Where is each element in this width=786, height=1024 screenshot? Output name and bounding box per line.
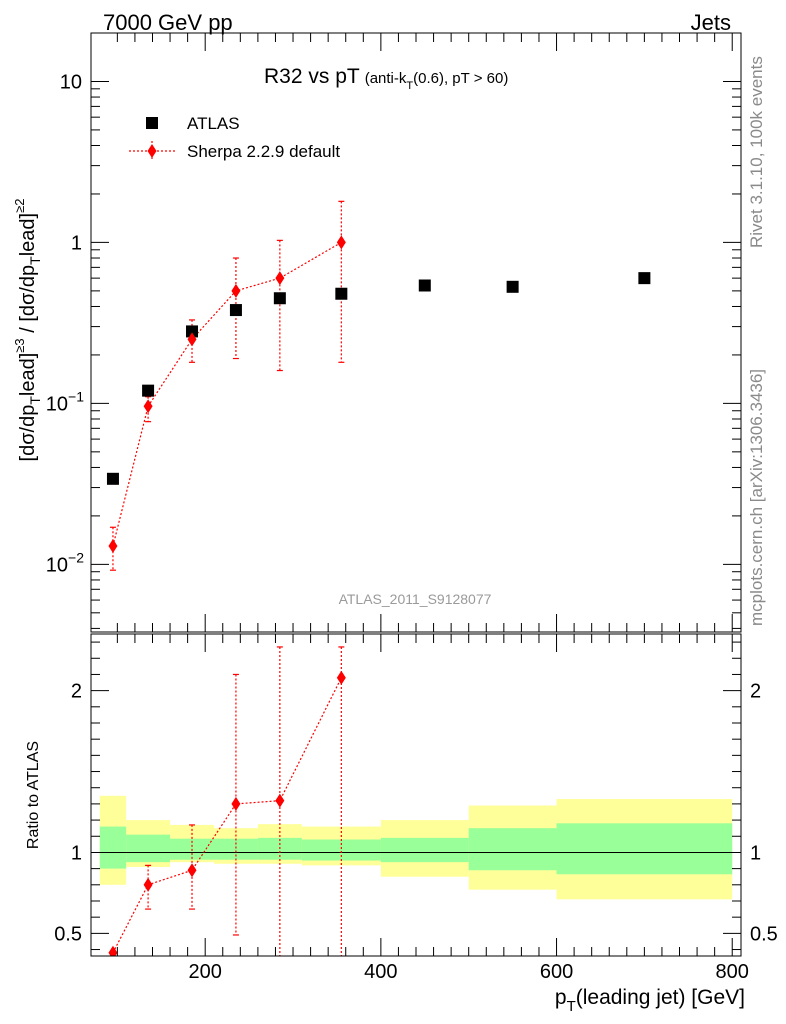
ratio-inner-band bbox=[126, 834, 171, 863]
ratio-sherpa-point bbox=[108, 945, 118, 956]
atlas-data-point bbox=[186, 325, 199, 338]
ratio-axis-ticks: 0.5 0.5 1 1 2 2 200 400 600 800 bbox=[54, 634, 778, 983]
main-y-axis-label: [dσ/dpTlead]≥3 / [dσ/dpTlead]≥2 bbox=[12, 199, 43, 462]
ratio-y-axis-label: Ratio to ATLAS bbox=[25, 741, 42, 849]
atlas-data-point bbox=[335, 287, 348, 300]
sherpa-data-point bbox=[231, 283, 241, 298]
ratio-inner-band bbox=[213, 838, 258, 860]
ratio-y-tick-label-right: 1 bbox=[750, 842, 761, 864]
ratio-y-tick-label: 1 bbox=[71, 842, 82, 864]
sherpa-line bbox=[112, 241, 342, 547]
main-series-layer bbox=[106, 200, 651, 571]
ratio-sherpa-point bbox=[143, 877, 153, 892]
main-y-tick-label: 10−1 bbox=[46, 388, 84, 415]
ratio-sherpa-point bbox=[231, 796, 241, 811]
sherpa-data-point bbox=[275, 271, 285, 286]
x-tick-label: 600 bbox=[540, 961, 573, 983]
x-axis-label: pT(leading jet) [GeV] bbox=[555, 986, 745, 1015]
x-tick-label: 800 bbox=[716, 961, 749, 983]
ratio-inner-band bbox=[99, 826, 127, 869]
sherpa-data-point bbox=[336, 235, 346, 250]
atlas-data-point bbox=[106, 472, 119, 485]
legend-sherpa-marker bbox=[147, 144, 157, 158]
legend: ATLAS Sherpa 2.2.9 default bbox=[129, 114, 340, 161]
ratio-inner-band bbox=[380, 837, 469, 863]
ratio-inner-band bbox=[556, 823, 733, 875]
main-y-tick-label: 10 bbox=[60, 71, 82, 93]
ratio-y-tick-label-right: 0.5 bbox=[750, 923, 778, 945]
ratio-sherpa-point bbox=[336, 670, 346, 685]
ratio-y-tick-label: 0.5 bbox=[54, 923, 82, 945]
atlas-data-point bbox=[418, 279, 431, 292]
atlas-data-point bbox=[229, 304, 242, 317]
header-left: 7000 GeV pp bbox=[103, 10, 233, 35]
ratio-y-tick-label: 2 bbox=[71, 681, 82, 703]
sherpa-data-point bbox=[108, 539, 118, 554]
analysis-watermark: ATLAS_2011_S9128077 bbox=[339, 591, 492, 607]
legend-atlas-marker bbox=[146, 117, 158, 129]
ratio-uncertainty-bands bbox=[99, 795, 733, 900]
ratio-inner-band bbox=[301, 839, 381, 861]
chart-title: R32 vs pT (anti-kT(0.6), pT > 60) bbox=[264, 65, 508, 92]
header-right: Jets bbox=[691, 10, 731, 35]
chart-title-suffix: (anti-kT(0.6), pT > 60) bbox=[365, 70, 509, 92]
legend-atlas-label: ATLAS bbox=[187, 114, 240, 133]
main-axis-ticks: 10−2 10−1 1 10 bbox=[46, 32, 741, 632]
ratio-sherpa-line bbox=[112, 677, 342, 954]
chart-title-main: R32 vs pT bbox=[264, 65, 360, 88]
legend-sherpa-label: Sherpa 2.2.9 default bbox=[187, 142, 340, 161]
atlas-data-point bbox=[638, 272, 651, 285]
sherpa-data-point bbox=[187, 332, 197, 347]
ratio-frame bbox=[90, 633, 742, 957]
ratio-sherpa-point bbox=[187, 863, 197, 878]
x-tick-label: 400 bbox=[364, 961, 397, 983]
atlas-data-point bbox=[273, 292, 286, 305]
x-tick-label: 200 bbox=[189, 961, 222, 983]
main-y-tick-label: 1 bbox=[71, 232, 82, 254]
sherpa-data-point bbox=[143, 399, 153, 414]
rivet-info-label: Rivet 3.1.10, 100k events bbox=[747, 56, 766, 248]
ratio-sherpa-point bbox=[275, 793, 285, 808]
ratio-y-tick-label-right: 2 bbox=[750, 681, 761, 703]
mcplots-source-label: mcplots.cern.ch [arXiv:1306.3436] bbox=[747, 369, 766, 626]
ratio-inner-band bbox=[468, 828, 557, 871]
atlas-data-point bbox=[506, 280, 519, 293]
atlas-data-point bbox=[142, 384, 155, 397]
main-y-tick-label: 10−2 bbox=[46, 549, 84, 576]
ratio-series-layer bbox=[108, 646, 346, 956]
